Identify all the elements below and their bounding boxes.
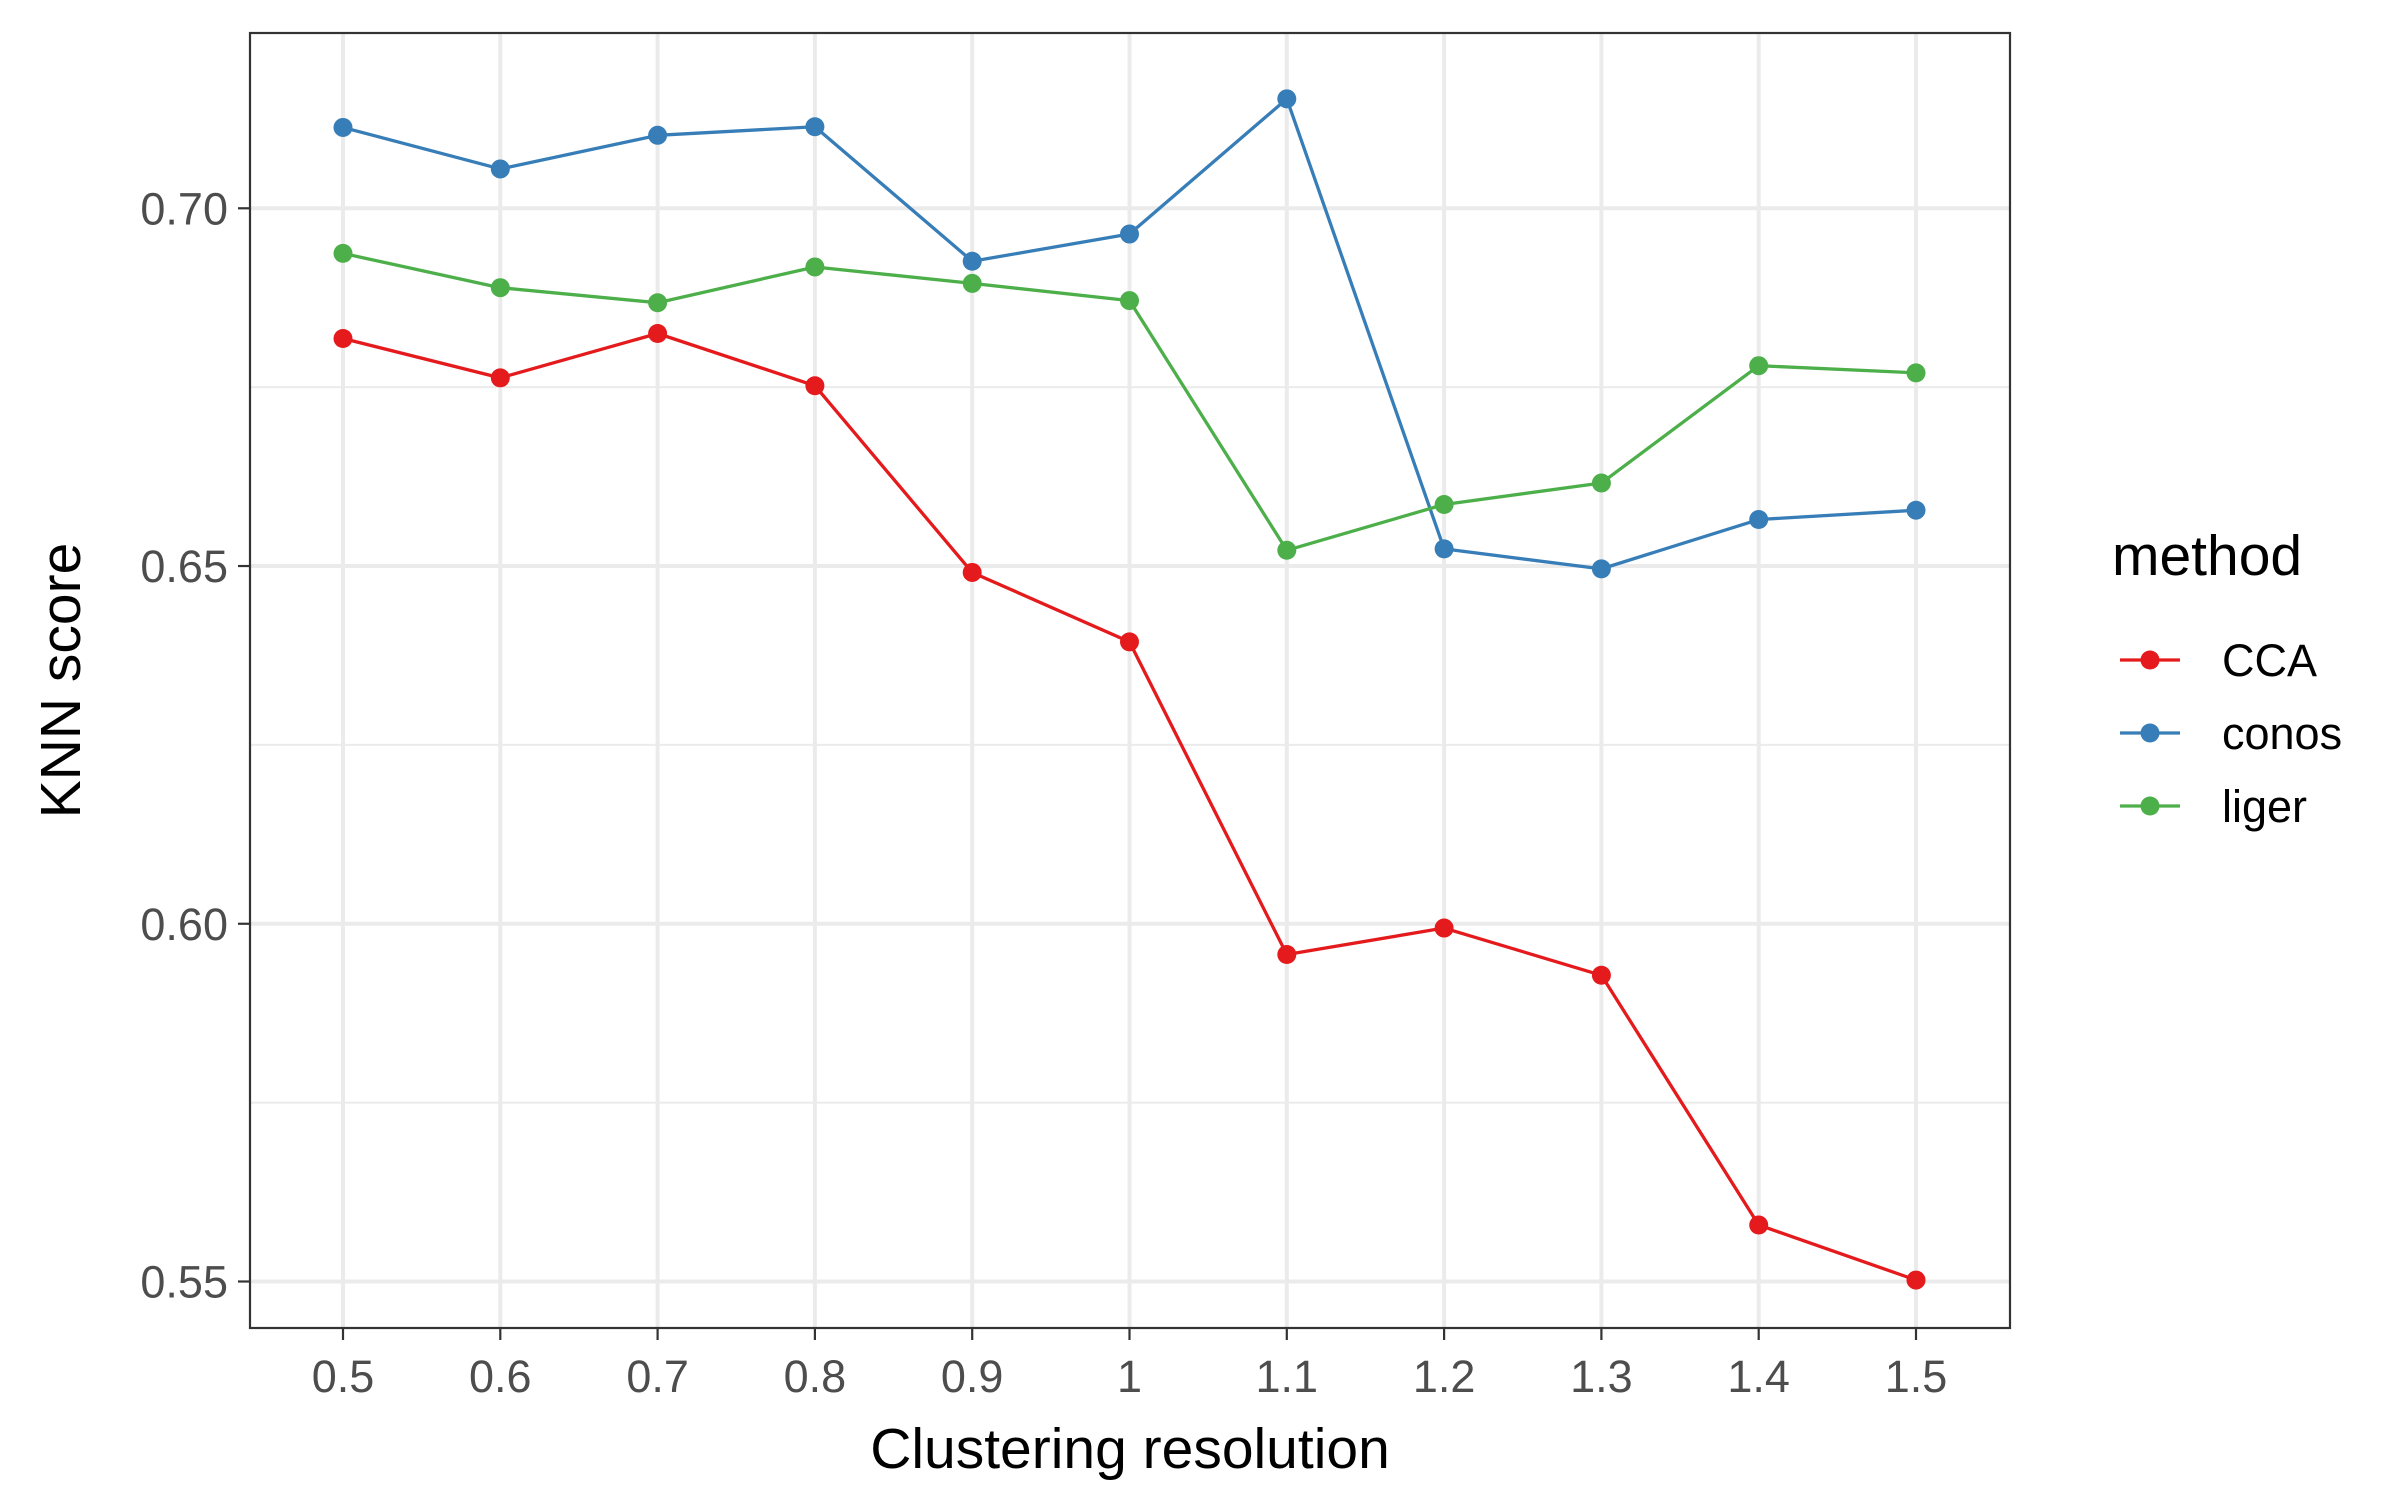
series-point-cca: [333, 329, 353, 349]
x-tick-label: 0.8: [784, 1351, 847, 1402]
y-tick-labels: 0.55 0.60 0.65 0.70: [140, 183, 228, 1307]
series-point-cca: [1120, 632, 1139, 652]
x-tick-label: 0.5: [312, 1351, 375, 1402]
series-point-conos: [648, 125, 668, 145]
legend-item-conos: conos: [2120, 708, 2342, 759]
series-layer: [333, 89, 1926, 1290]
series-point-liger: [962, 273, 982, 293]
x-tick-label: 1.2: [1413, 1351, 1476, 1402]
x-tick-label: 1: [1117, 1351, 1142, 1402]
series-point-conos: [333, 117, 353, 137]
x-tick-label: 1.1: [1256, 1351, 1319, 1402]
series-point-liger: [648, 293, 668, 313]
series-point-cca: [1906, 1270, 1926, 1290]
series-point-conos: [1277, 89, 1297, 109]
x-tick-labels: 0.5 0.6 0.7 0.8 0.9 1 1.1 1.2 1.3 1.4 1.5: [312, 1351, 1948, 1402]
x-tick-label: 0.7: [626, 1351, 689, 1402]
series-point-cca: [490, 368, 510, 388]
x-tick-label: 0.9: [941, 1351, 1004, 1402]
axis-ticks: [238, 207, 1918, 1340]
y-tick-label: 0.60: [140, 899, 228, 950]
legend-entries: CCA conos liger: [2120, 635, 2342, 832]
x-tick-label: 1.5: [1885, 1351, 1948, 1402]
series-point-conos: [1120, 224, 1139, 244]
y-axis-title: KNN score: [29, 543, 93, 819]
series-point-cca: [648, 323, 668, 343]
series-point-conos: [962, 251, 982, 271]
legend-key-point-liger: [2140, 796, 2160, 816]
series-point-liger: [1120, 291, 1139, 311]
series-point-cca: [962, 562, 982, 582]
series-point-cca: [1434, 918, 1454, 938]
legend-label-cca: CCA: [2222, 635, 2317, 686]
series-point-conos: [1591, 559, 1611, 579]
y-tick-label: 0.70: [140, 183, 228, 234]
series-point-conos: [1749, 510, 1769, 530]
series-point-liger: [333, 243, 353, 263]
legend-item-cca: CCA: [2120, 635, 2317, 686]
series-point-liger: [1906, 363, 1926, 383]
series-point-conos: [1906, 500, 1926, 520]
x-tick-label: 1.4: [1727, 1351, 1790, 1402]
legend-title: method: [2112, 524, 2302, 588]
y-tick-label: 0.65: [140, 541, 228, 592]
series-point-conos: [805, 117, 825, 137]
series-point-liger: [1277, 540, 1297, 560]
series-point-conos: [1434, 539, 1454, 559]
x-tick-label: 0.6: [469, 1351, 532, 1402]
series-point-cca: [1749, 1215, 1769, 1235]
legend-key-point-conos: [2140, 723, 2160, 743]
series-point-liger: [1749, 356, 1769, 376]
major-gridlines: [250, 33, 2010, 1328]
legend-label-conos: conos: [2222, 708, 2342, 759]
legend-label-liger: liger: [2222, 781, 2307, 832]
series-point-liger: [490, 278, 510, 298]
legend-item-liger: liger: [2120, 781, 2307, 832]
y-tick-label: 0.55: [140, 1256, 228, 1307]
series-point-conos: [490, 159, 510, 179]
x-axis-title: Clustering resolution: [870, 1417, 1390, 1481]
series-point-cca: [805, 376, 825, 396]
legend-key-point-cca: [2140, 650, 2160, 670]
legend: method CCA conos liger: [2112, 524, 2342, 832]
series-point-cca: [1591, 965, 1611, 985]
x-tick-label: 1.3: [1570, 1351, 1633, 1402]
series-point-liger: [805, 257, 825, 277]
series-point-liger: [1591, 473, 1611, 493]
series-point-cca: [1277, 945, 1297, 965]
series-point-liger: [1434, 494, 1454, 514]
